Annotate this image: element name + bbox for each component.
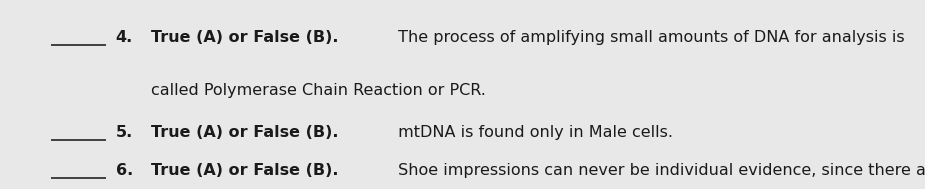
Text: The process of amplifying small amounts of DNA for analysis is: The process of amplifying small amounts … [393, 30, 905, 45]
Text: mtDNA is found only in Male cells.: mtDNA is found only in Male cells. [393, 125, 672, 140]
Text: Shoe impressions can never be individual evidence, since there are: Shoe impressions can never be individual… [393, 163, 925, 178]
Text: True (A) or False (B).: True (A) or False (B). [151, 163, 339, 178]
Text: 5.: 5. [116, 125, 133, 140]
Text: 6.: 6. [116, 163, 133, 178]
Text: True (A) or False (B).: True (A) or False (B). [151, 125, 339, 140]
Text: 4.: 4. [116, 30, 133, 45]
Text: called Polymerase Chain Reaction or PCR.: called Polymerase Chain Reaction or PCR. [151, 83, 486, 98]
Text: True (A) or False (B).: True (A) or False (B). [151, 30, 339, 45]
